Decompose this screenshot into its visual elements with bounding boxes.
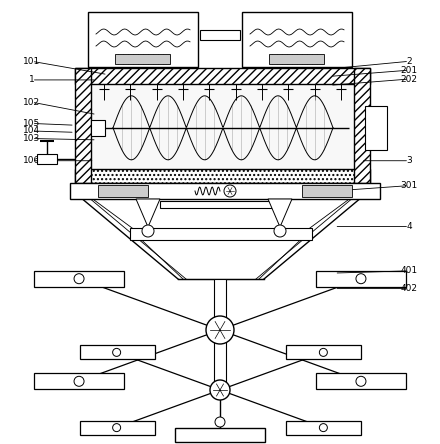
Text: 103: 103 bbox=[23, 134, 40, 143]
Bar bbox=[91, 84, 354, 169]
Bar bbox=[88, 12, 198, 67]
Bar bbox=[34, 271, 124, 287]
Polygon shape bbox=[268, 199, 292, 227]
Text: 102: 102 bbox=[23, 98, 40, 107]
Text: 101: 101 bbox=[23, 57, 40, 66]
Bar bbox=[365, 106, 387, 150]
Bar bbox=[80, 420, 154, 435]
Circle shape bbox=[210, 380, 230, 400]
Text: 1: 1 bbox=[29, 75, 35, 84]
Bar bbox=[37, 154, 57, 164]
Bar bbox=[200, 30, 240, 40]
Circle shape bbox=[274, 225, 286, 237]
Text: 201: 201 bbox=[401, 66, 418, 75]
Circle shape bbox=[206, 316, 234, 344]
Circle shape bbox=[319, 424, 327, 432]
Bar bbox=[75, 68, 370, 84]
Bar bbox=[80, 345, 154, 359]
Text: 105: 105 bbox=[23, 119, 40, 128]
Bar bbox=[91, 120, 105, 136]
Circle shape bbox=[319, 349, 327, 357]
Text: 104: 104 bbox=[23, 127, 40, 135]
Bar bbox=[316, 373, 406, 389]
Circle shape bbox=[74, 377, 84, 386]
Circle shape bbox=[113, 349, 121, 357]
Bar bbox=[34, 373, 124, 389]
Circle shape bbox=[224, 185, 236, 197]
Bar bbox=[302, 185, 352, 197]
Bar bbox=[160, 201, 280, 208]
Bar bbox=[269, 54, 324, 64]
Bar bbox=[75, 169, 370, 183]
Circle shape bbox=[356, 274, 366, 284]
Bar bbox=[286, 420, 361, 435]
Text: 106: 106 bbox=[23, 156, 40, 165]
Circle shape bbox=[74, 274, 84, 284]
Text: 3: 3 bbox=[406, 156, 412, 165]
Circle shape bbox=[356, 377, 366, 386]
Bar bbox=[214, 279, 226, 390]
Bar bbox=[98, 185, 148, 197]
Bar bbox=[286, 345, 361, 359]
Bar bbox=[354, 68, 370, 183]
Bar bbox=[316, 271, 406, 287]
Circle shape bbox=[113, 424, 121, 432]
Text: 202: 202 bbox=[401, 75, 418, 83]
Text: 4: 4 bbox=[407, 222, 412, 231]
Bar bbox=[75, 68, 91, 183]
Text: 2: 2 bbox=[407, 57, 412, 66]
Bar bbox=[115, 54, 170, 64]
Text: 402: 402 bbox=[401, 284, 418, 293]
Bar bbox=[175, 428, 265, 442]
Bar bbox=[130, 228, 312, 240]
Circle shape bbox=[215, 417, 225, 427]
Text: 301: 301 bbox=[400, 181, 418, 190]
Circle shape bbox=[142, 225, 154, 237]
Text: 401: 401 bbox=[401, 266, 418, 275]
Polygon shape bbox=[136, 199, 160, 227]
Bar bbox=[70, 183, 380, 199]
Bar bbox=[242, 12, 352, 67]
